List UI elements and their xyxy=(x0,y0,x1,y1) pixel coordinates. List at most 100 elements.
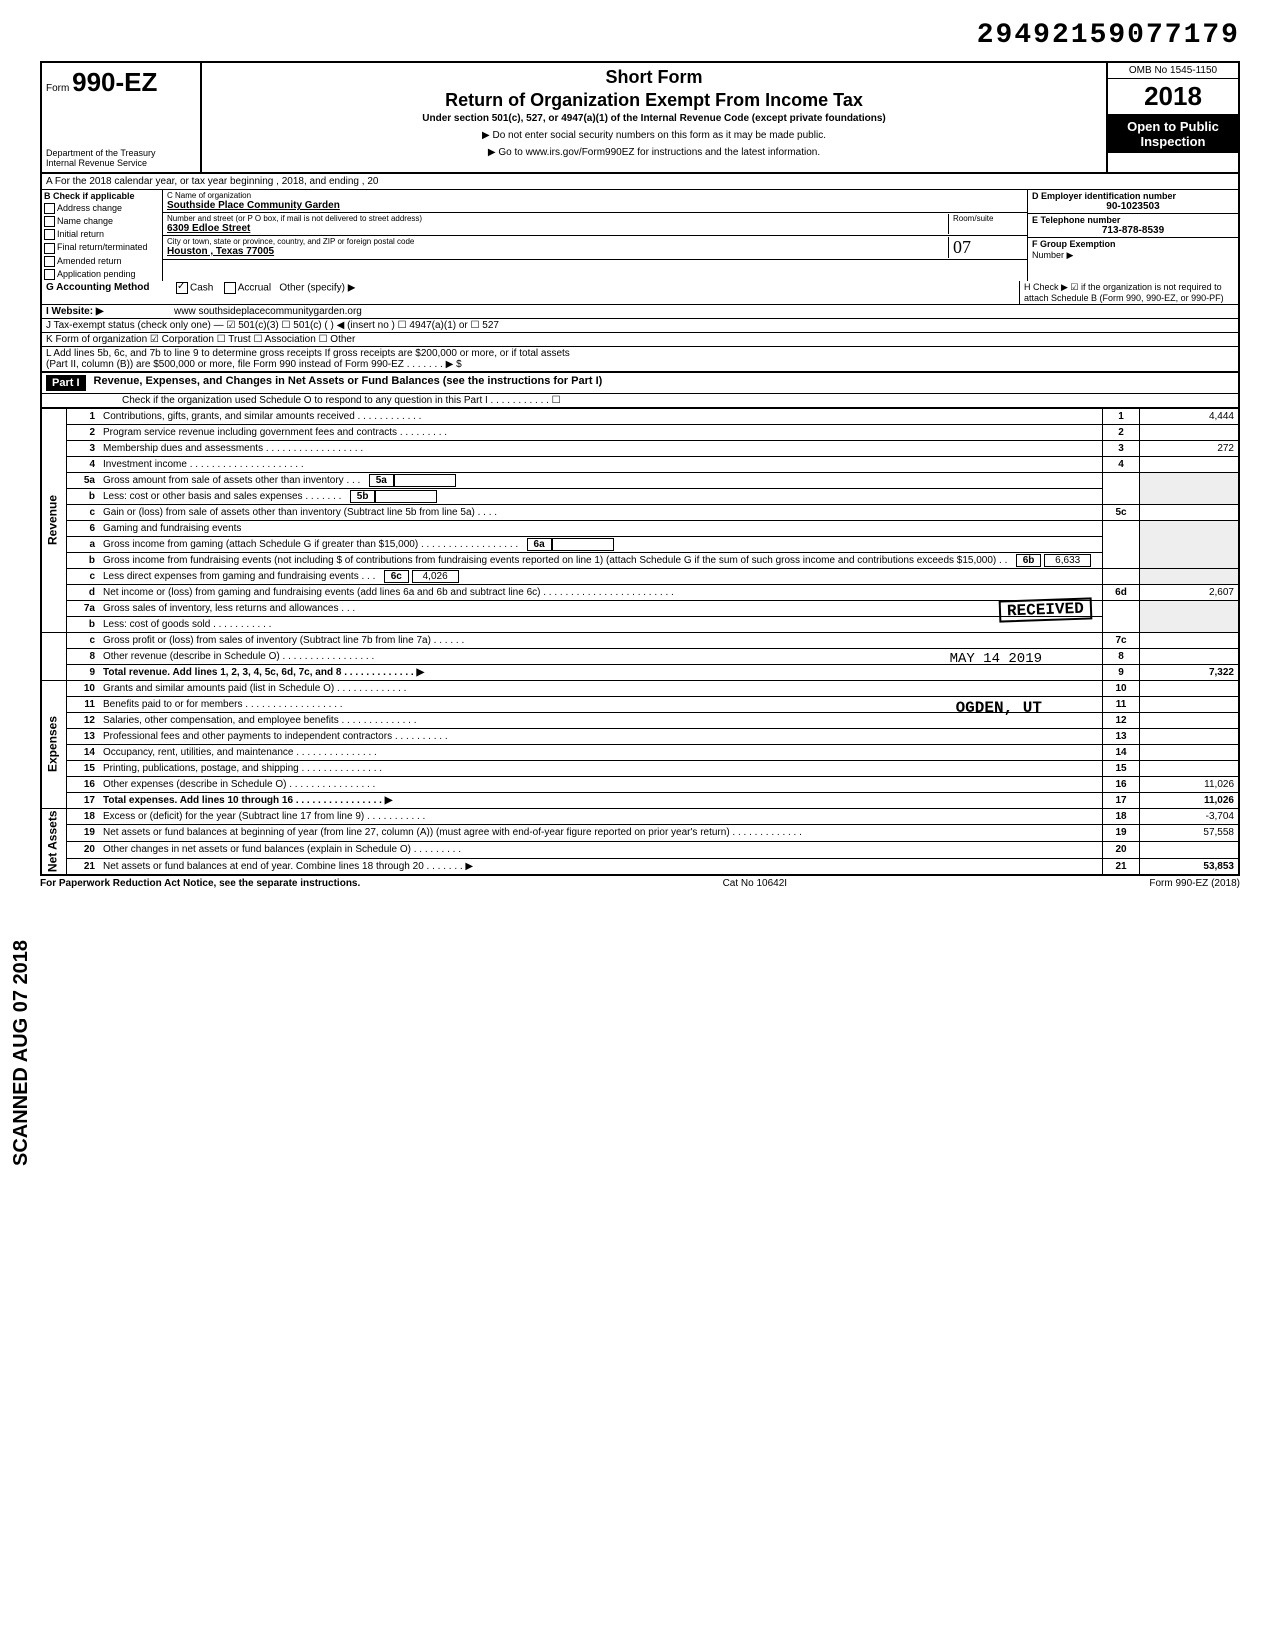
line-13-desc: Professional fees and other payments to … xyxy=(99,728,1103,744)
line-6-num: 6 xyxy=(67,520,100,536)
col-b-header: B Check if applicable xyxy=(42,190,162,202)
addr-label: Number and street (or P O box, if mail i… xyxy=(167,214,948,223)
line-6a-sub: 6a xyxy=(527,538,552,551)
line-5c-col: 5c xyxy=(1103,504,1140,520)
line-5b-sub: 5b xyxy=(350,490,376,503)
line-2-desc: Program service revenue including govern… xyxy=(99,424,1103,440)
line-15-amt xyxy=(1140,760,1240,776)
line-19-amt: 57,558 xyxy=(1140,825,1240,842)
line-13-amt xyxy=(1140,728,1240,744)
ein-label: D Employer identification number xyxy=(1032,191,1234,201)
name-label: C Name of organization xyxy=(167,191,1023,200)
lbl-address-change: Address change xyxy=(57,203,122,213)
line-21-col: 21 xyxy=(1103,858,1140,875)
chk-cash[interactable] xyxy=(176,282,188,294)
lbl-other-method: Other (specify) ▶ xyxy=(279,282,355,293)
row-g-label: G Accounting Method xyxy=(42,281,170,304)
chk-initial-return[interactable] xyxy=(44,229,55,240)
line-2-col: 2 xyxy=(1103,424,1140,440)
footer-cat: Cat No 10642I xyxy=(723,878,788,889)
line-10-col: 10 xyxy=(1103,680,1140,696)
section-revenue: Revenue xyxy=(41,408,67,632)
line-11-amt xyxy=(1140,696,1240,712)
footer-left: For Paperwork Reduction Act Notice, see … xyxy=(40,878,360,889)
line-19-col: 19 xyxy=(1103,825,1140,842)
line-19-num: 19 xyxy=(67,825,100,842)
line-8-desc: Other revenue (describe in Schedule O) .… xyxy=(103,651,374,662)
line-7c-num: c xyxy=(67,632,100,648)
line-3-amt: 272 xyxy=(1140,440,1240,456)
line-13-col: 13 xyxy=(1103,728,1140,744)
lbl-pending: Application pending xyxy=(57,269,136,279)
line-4-desc: Investment income . . . . . . . . . . . … xyxy=(99,456,1103,472)
line-5c-desc: Gain or (loss) from sale of assets other… xyxy=(99,504,1103,520)
line-19-desc: Net assets or fund balances at beginning… xyxy=(99,825,1103,842)
lbl-name-change: Name change xyxy=(57,216,113,226)
line-17-num: 17 xyxy=(67,792,100,808)
line-1-col: 1 xyxy=(1103,408,1140,424)
line-21-num: 21 xyxy=(67,858,100,875)
row-j: J Tax-exempt status (check only one) — ☑… xyxy=(42,319,1238,332)
line-6a-subamt xyxy=(552,538,614,551)
chk-address-change[interactable] xyxy=(44,203,55,214)
stamp-scanned: SCANNED AUG 07 2018 xyxy=(10,940,33,1166)
line-21-desc: Net assets or fund balances at end of ye… xyxy=(99,858,1103,875)
line-1-num: 1 xyxy=(67,408,100,424)
chk-accrual[interactable] xyxy=(224,282,236,294)
lbl-amended: Amended return xyxy=(57,256,122,266)
line-21-amt: 53,853 xyxy=(1140,858,1240,875)
line-18-amt: -3,704 xyxy=(1140,808,1240,825)
line-16-col: 16 xyxy=(1103,776,1140,792)
line-4-amt xyxy=(1140,456,1240,472)
line-1-desc: Contributions, gifts, grants, and simila… xyxy=(99,408,1103,424)
line-6d-num: d xyxy=(67,584,100,600)
line-20-desc: Other changes in net assets or fund bala… xyxy=(99,842,1103,859)
row-l2: (Part II, column (B)) are $500,000 or mo… xyxy=(46,359,1234,370)
row-k: K Form of organization ☑ Corporation ☐ T… xyxy=(42,333,1238,346)
dept-treasury: Department of the Treasury xyxy=(46,148,196,158)
line-4-num: 4 xyxy=(67,456,100,472)
line-17-amt: 11,026 xyxy=(1140,792,1240,808)
line-6c-sub: 6c xyxy=(384,570,409,583)
chk-name-change[interactable] xyxy=(44,216,55,227)
line-12-desc: Salaries, other compensation, and employ… xyxy=(99,712,1103,728)
line-14-amt xyxy=(1140,744,1240,760)
chk-final-return[interactable] xyxy=(44,243,55,254)
line-10-amt xyxy=(1140,680,1240,696)
city-label: City or town, state or province, country… xyxy=(167,237,948,246)
line-18-col: 18 xyxy=(1103,808,1140,825)
line-10-desc: Grants and similar amounts paid (list in… xyxy=(99,680,1103,696)
line-18-num: 18 xyxy=(67,808,100,825)
line-9-amt: 7,322 xyxy=(1140,664,1240,680)
stamp-received: RECEIVED xyxy=(999,597,1093,622)
section-expenses: Expenses xyxy=(41,680,67,808)
org-address: 6309 Edloe Street xyxy=(167,223,948,234)
line-16-num: 16 xyxy=(67,776,100,792)
phone-value: 713-878-8539 xyxy=(1032,225,1234,236)
group-number-label: Number ▶ xyxy=(1032,250,1073,260)
line-8-num: 8 xyxy=(67,648,100,664)
line-4-col: 4 xyxy=(1103,456,1140,472)
chk-pending[interactable] xyxy=(44,269,55,280)
line-7c-col: 7c xyxy=(1103,632,1140,648)
line-14-num: 14 xyxy=(67,744,100,760)
chk-amended[interactable] xyxy=(44,256,55,267)
dept-irs: Internal Revenue Service xyxy=(46,158,196,168)
form-header: Form 990-EZ Department of the Treasury I… xyxy=(40,61,1240,174)
note-url: ▶ Go to www.irs.gov/Form990EZ for instru… xyxy=(210,147,1098,158)
lbl-accrual: Accrual xyxy=(238,282,271,293)
row-a-calendar: A For the 2018 calendar year, or tax yea… xyxy=(40,174,1240,190)
line-6b-desc: Gross income from fundraising events (no… xyxy=(103,555,1007,566)
footer-form: Form 990-EZ (2018) xyxy=(1149,878,1240,889)
line-7c-desc: Gross profit or (loss) from sales of inv… xyxy=(99,632,1103,648)
line-7a-num: 7a xyxy=(67,600,100,616)
line-12-col: 12 xyxy=(1103,712,1140,728)
row-h: H Check ▶ ☑ if the organization is not r… xyxy=(1019,281,1238,304)
section-net-assets: Net Assets xyxy=(41,808,67,875)
line-15-num: 15 xyxy=(67,760,100,776)
line-5a-sub: 5a xyxy=(369,474,394,487)
line-20-amt xyxy=(1140,842,1240,859)
line-9-col: 9 xyxy=(1103,664,1140,680)
line-15-col: 15 xyxy=(1103,760,1140,776)
line-6d-col: 6d xyxy=(1103,584,1140,600)
